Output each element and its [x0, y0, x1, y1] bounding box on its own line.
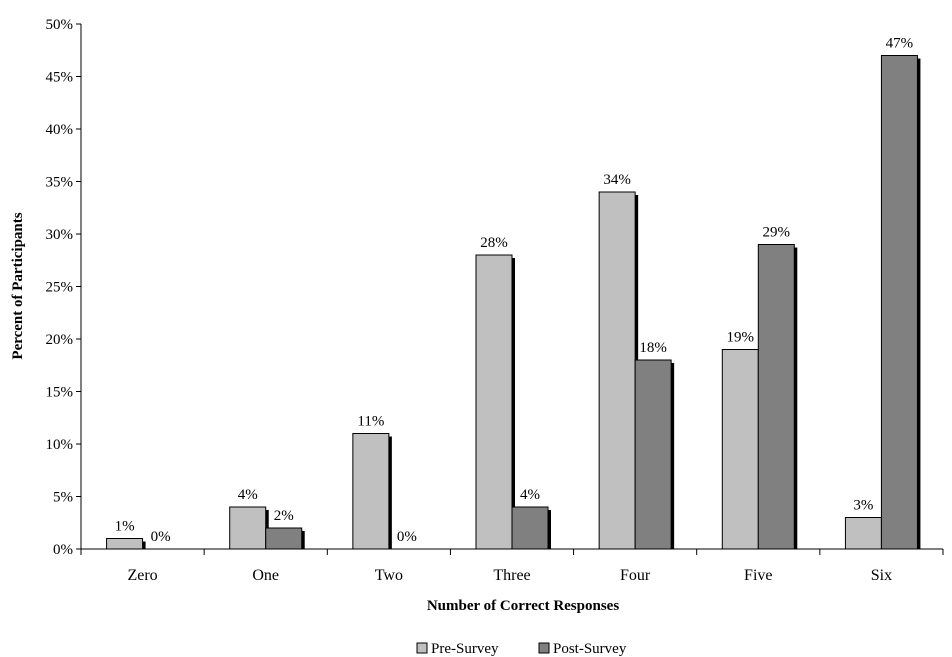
legend-swatch-pre-survey	[416, 642, 428, 654]
data-label-pre-survey-five: 19%	[727, 330, 755, 346]
bar-pre-survey-six	[844, 517, 882, 550]
legend: Pre-Survey Post-Survey	[416, 641, 627, 657]
data-label-post-survey-four: 18%	[639, 340, 667, 356]
x-tick-label-five: Five	[744, 567, 772, 584]
y-tick-label: 10%	[46, 437, 74, 453]
data-label-pre-survey-six: 3%	[853, 498, 873, 514]
x-tick-label-four: Four	[620, 567, 651, 584]
data-label-post-survey-one: 2%	[274, 508, 294, 524]
y-tick-label: 35%	[46, 175, 74, 191]
y-tick-label: 0%	[53, 542, 73, 558]
legend-label-post-survey: Post-Survey	[553, 641, 627, 657]
axes-layer: 0% 5% 10% 15% 20% 25% 30% 35% 40% 45% 50%	[46, 17, 944, 558]
bars-layer	[106, 55, 921, 550]
x-tick-label-one: One	[252, 567, 279, 584]
y-tick-label: 20%	[46, 332, 74, 348]
y-axis-title: Percent of Participants	[10, 212, 26, 359]
data-label-pre-survey-two: 11%	[357, 414, 384, 430]
y-tick-label: 30%	[46, 227, 74, 243]
bar-post-survey-four	[634, 359, 672, 550]
y-tick-label: 45%	[46, 70, 74, 86]
bar-post-survey-six	[880, 55, 918, 550]
legend-label-pre-survey: Pre-Survey	[431, 641, 499, 657]
data-label-post-survey-six: 47%	[886, 36, 914, 52]
bar-pre-survey-five	[721, 349, 759, 550]
bar-pre-survey-four	[598, 191, 636, 550]
data-label-pre-survey-three: 28%	[480, 235, 508, 251]
bar-post-survey-five	[757, 244, 795, 550]
data-label-post-survey-three: 4%	[520, 487, 540, 503]
bar-post-survey-three	[511, 506, 549, 550]
y-tick-label: 40%	[46, 122, 74, 138]
labels-layer: Zero One Two Three Four Five Six 1% 0% 4% 2% 11% 0% 2…	[115, 36, 914, 585]
bar-post-survey-one	[265, 527, 303, 550]
data-label-pre-survey-zero: 1%	[115, 519, 135, 535]
data-label-pre-survey-one: 4%	[238, 487, 258, 503]
legend-swatch-post-survey	[538, 642, 550, 654]
bar-pre-survey-zero	[106, 538, 144, 550]
data-label-post-survey-two: 0%	[397, 529, 417, 545]
data-label-pre-survey-four: 34%	[603, 172, 631, 188]
x-axis-title: Number of Correct Responses	[427, 598, 619, 614]
data-label-post-survey-zero: 0%	[151, 529, 171, 545]
data-label-post-survey-five: 29%	[763, 225, 791, 241]
y-tick-label: 15%	[46, 385, 74, 401]
bar-pre-survey-one	[229, 506, 267, 550]
bar-pre-survey-two	[352, 433, 390, 550]
x-tick-label-zero: Zero	[127, 567, 157, 584]
y-tick-label: 5%	[53, 490, 73, 506]
y-tick-label: 25%	[46, 280, 74, 296]
y-tick-label: 50%	[46, 17, 74, 33]
bar-pre-survey-three	[475, 254, 513, 550]
x-tick-label-three: Three	[493, 567, 530, 584]
x-tick-label-six: Six	[871, 567, 892, 584]
x-tick-label-two: Two	[375, 567, 403, 584]
